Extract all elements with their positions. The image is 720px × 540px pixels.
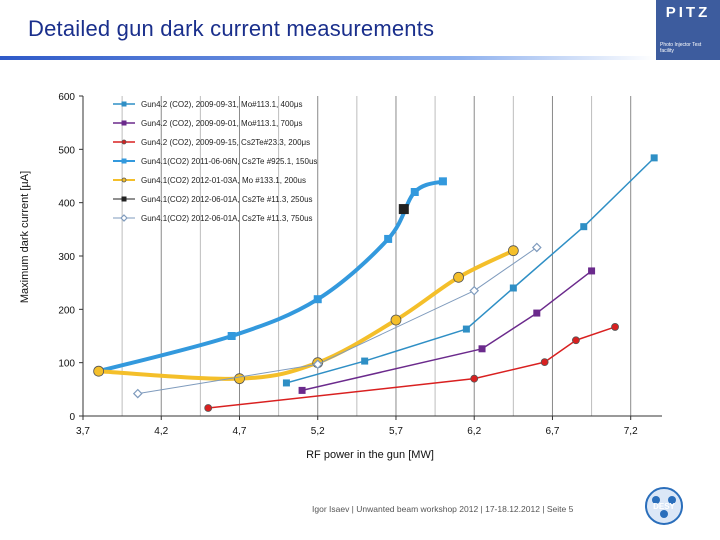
series-line [137, 246, 538, 395]
x-axis-label: RF power in the gun [MW] [306, 449, 434, 461]
legend-item-6: Gun4.1(CO2) 2012-06-01A, Cs2Te #11.3, 25… [113, 195, 313, 204]
data-point [507, 245, 519, 257]
x-tick-label: 5,2 [311, 426, 325, 437]
legend-item-3: Gun4.2 (CO2), 2009-09-15, Cs2Te#23.3, 20… [113, 138, 310, 147]
slide-title: Detailed gun dark current measurements [28, 16, 435, 41]
data-point [398, 204, 409, 215]
pitz-logo-text: PITZ [665, 4, 711, 21]
desy-logo-text: DESY [653, 502, 675, 511]
series-line [96, 179, 445, 374]
data-point [438, 177, 447, 186]
y-tick-label: 100 [58, 359, 75, 370]
data-point [650, 154, 658, 162]
chart-grid [82, 96, 632, 416]
legend-item-1: Gun4.2 (CO2), 2009-09-31, Mo#113.1, 400μ… [113, 100, 302, 109]
chart-area: 3,7 4,2 4,7 5,2 5,7 6,2 6,7 7,2 0 100 200 300 400 500… [19, 92, 662, 461]
y-tick-label: 0 [69, 412, 75, 423]
data-point [572, 336, 580, 345]
data-point [93, 365, 105, 377]
y-tick-label: 600 [58, 92, 75, 103]
x-tick-label: 3,7 [76, 426, 90, 437]
y-tick-label: 500 [58, 145, 75, 156]
legend-swatch-marker [121, 139, 127, 145]
pitz-logo-subtitle: Photo Injector Test facility [660, 42, 702, 54]
data-point [580, 223, 588, 231]
data-point [611, 323, 619, 331]
legend-item-4: Gun4.1(CO2) 2011-06-06N, Cs2Te #925.1, 1… [113, 157, 317, 166]
legend-label: Gun4.2 (CO2), 2009-09-31, Mo#113.1, 400μ… [141, 100, 302, 109]
pitz-logo: PITZ Photo Injector Test facility [656, 0, 720, 60]
slide-footer: Igor Isaev | Unwanted beam workshop 2012… [312, 504, 574, 514]
legend-swatch-marker [121, 196, 127, 202]
data-point [282, 379, 290, 387]
data-point [462, 325, 470, 333]
legend-label: Gun4.1(CO2) 2012-06-01A, Cs2Te #11.3, 25… [141, 195, 313, 204]
x-tick-label: 7,2 [624, 426, 638, 437]
x-tick-label: 4,7 [233, 426, 247, 437]
legend-swatch-marker [121, 101, 127, 107]
data-point [509, 284, 517, 292]
x-tick-label: 6,2 [467, 426, 481, 437]
data-point [453, 271, 464, 283]
legend-label: Gun4.1(CO2) 2011-06-06N, Cs2Te #925.1, 1… [141, 157, 317, 166]
series-7 [132, 242, 542, 399]
legend-swatch-marker [121, 177, 127, 183]
data-point [384, 234, 393, 243]
series-3 [204, 323, 619, 412]
legend-swatch-marker [121, 158, 127, 164]
data-point [313, 295, 322, 304]
data-point [588, 267, 596, 275]
data-point [390, 314, 402, 326]
legend-item-7: Gun4.1(CO2) 2012-06-01A, Cs2Te #11.3, 75… [113, 214, 313, 223]
data-point [469, 285, 480, 296]
y-tick-label: 300 [58, 252, 75, 263]
legend-label: Gun4.2 (CO2), 2009-09-01, Mo#113.1, 700μ… [141, 119, 302, 128]
data-point [470, 374, 479, 383]
desy-logo: DESY [645, 487, 683, 525]
data-point [204, 404, 213, 412]
series-6 [398, 204, 409, 215]
series-5 [93, 245, 519, 385]
chart-axes: 3,7 4,2 4,7 5,2 5,7 6,2 6,7 7,2 0 100 200 300 400 500… [58, 92, 662, 437]
chart-series [93, 154, 658, 412]
legend-swatch-marker [120, 214, 128, 222]
data-point [540, 358, 549, 367]
data-point [533, 309, 541, 317]
series-1 [282, 154, 658, 387]
legend-label: Gun4.2 (CO2), 2009-09-15, Cs2Te#23.3, 20… [141, 138, 310, 147]
data-point [312, 359, 323, 370]
series-line [207, 326, 616, 409]
series-line [285, 157, 655, 384]
legend-swatch-marker [121, 120, 127, 126]
slide-header: Detailed gun dark current measurements P… [0, 0, 720, 60]
x-tick-label: 6,7 [546, 426, 560, 437]
header-rule [0, 56, 655, 60]
y-tick-label: 200 [58, 305, 75, 316]
data-point [410, 188, 419, 196]
x-tick-label: 5,7 [389, 426, 403, 437]
data-point [531, 242, 542, 253]
data-point [234, 373, 245, 385]
data-point [227, 332, 236, 340]
legend-label: Gun4.1(CO2) 2012-01-03A, Mo #133.1, 200u… [141, 176, 306, 185]
series-4 [94, 177, 447, 376]
y-axis-label: Maximum dark current [µA] [19, 171, 31, 303]
series-line [301, 270, 593, 392]
data-point [478, 345, 486, 353]
legend-label: Gun4.1(CO2) 2012-06-01A, Cs2Te #11.3, 75… [141, 214, 313, 223]
series-2 [298, 267, 596, 394]
data-point [132, 388, 143, 399]
x-tick-label: 4,2 [154, 426, 168, 437]
data-point [298, 386, 306, 394]
header-band [0, 0, 655, 60]
legend-item-2: Gun4.2 (CO2), 2009-09-01, Mo#113.1, 700μ… [113, 119, 302, 128]
data-point [361, 357, 369, 365]
chart-legend: Gun4.2 (CO2), 2009-09-31, Mo#113.1, 400μ… [113, 100, 317, 223]
legend-item-5: Gun4.1(CO2) 2012-01-03A, Mo #133.1, 200u… [113, 176, 306, 185]
y-tick-label: 400 [58, 199, 75, 210]
